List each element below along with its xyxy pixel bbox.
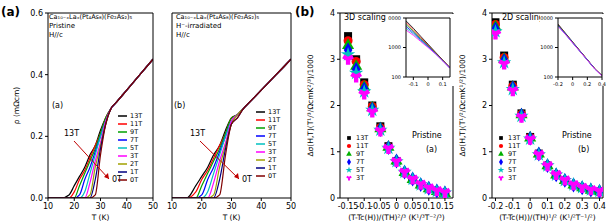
svg-text:1: 1 bbox=[330, 148, 335, 157]
svg-text:(T-Tc(H))/(TH)¹/² (K¹/²T⁻¹/²): (T-Tc(H))/(TH)¹/² (K¹/²T⁻¹/²) bbox=[499, 213, 596, 222]
svg-text:3: 3 bbox=[330, 55, 335, 64]
svg-text:50: 50 bbox=[286, 202, 296, 211]
svg-text:-0.1: -0.1 bbox=[408, 81, 418, 86]
svg-text:30: 30 bbox=[95, 202, 105, 211]
svg-text:10: 10 bbox=[43, 202, 53, 211]
svg-text:ρ (mΩcm): ρ (mΩcm) bbox=[12, 87, 21, 125]
svg-text:0.2: 0.2 bbox=[30, 132, 43, 141]
svg-text:1000: 1000 bbox=[540, 44, 553, 50]
svg-text:0.1: 0.1 bbox=[422, 202, 435, 211]
svg-text:20: 20 bbox=[197, 202, 207, 211]
svg-text:0.4: 0.4 bbox=[598, 81, 602, 86]
svg-text:0: 0 bbox=[330, 194, 335, 203]
svg-text:T (K): T (K) bbox=[222, 213, 241, 222]
svg-text:4: 4 bbox=[482, 9, 487, 18]
svg-text:(T-Tc(H))/(TH)²/³ (K¹/³T⁻²/³): (T-Tc(H))/(TH)²/³ (K¹/³T⁻²/³) bbox=[348, 213, 445, 222]
svg-text:0.1: 0.1 bbox=[541, 202, 554, 211]
svg-text:0: 0 bbox=[571, 81, 574, 86]
svg-text:50: 50 bbox=[148, 202, 158, 211]
svg-text:0.2: 0.2 bbox=[583, 81, 591, 86]
svg-text:10000: 10000 bbox=[388, 15, 401, 21]
svg-text:-0.2: -0.2 bbox=[488, 202, 504, 211]
svg-text:Δσ(H,T)(T¹/³/ΩcmK²/³)/1000: Δσ(H,T)(T¹/³/ΩcmK²/³)/1000 bbox=[306, 54, 315, 156]
svg-text:100: 100 bbox=[391, 74, 401, 80]
svg-text:-0.2: -0.2 bbox=[553, 81, 563, 86]
svg-text:100: 100 bbox=[543, 74, 553, 80]
svg-text:0.05: 0.05 bbox=[404, 202, 422, 211]
svg-text:0.3: 0.3 bbox=[576, 202, 589, 211]
svg-text:20: 20 bbox=[69, 202, 79, 211]
svg-text:-0.05: -0.05 bbox=[370, 202, 391, 211]
svg-text:1000: 1000 bbox=[388, 44, 401, 50]
svg-text:0: 0 bbox=[426, 81, 429, 86]
svg-text:0: 0 bbox=[394, 202, 399, 211]
svg-text:0.4: 0.4 bbox=[593, 202, 602, 211]
svg-text:2: 2 bbox=[330, 101, 335, 110]
svg-text:0.15: 0.15 bbox=[436, 202, 454, 211]
svg-text:0.0: 0.0 bbox=[30, 194, 43, 203]
svg-text:40: 40 bbox=[122, 202, 132, 211]
svg-text:0: 0 bbox=[482, 194, 487, 203]
svg-text:-0.1: -0.1 bbox=[505, 202, 521, 211]
svg-text:0.2: 0.2 bbox=[558, 202, 571, 211]
svg-text:1: 1 bbox=[482, 148, 487, 157]
svg-text:0.1: 0.1 bbox=[439, 81, 447, 86]
svg-text:T (K): T (K) bbox=[91, 213, 110, 222]
svg-text:-0.15: -0.15 bbox=[338, 202, 359, 211]
svg-text:0: 0 bbox=[528, 202, 533, 211]
svg-text:0.4: 0.4 bbox=[30, 71, 43, 80]
svg-text:2: 2 bbox=[482, 101, 487, 110]
svg-text:40: 40 bbox=[256, 202, 266, 211]
svg-text:0.6: 0.6 bbox=[30, 9, 43, 18]
svg-text:Δσ(H,T)(T¹/²/ΩcmK¹/²)/1000: Δσ(H,T)(T¹/²/ΩcmK¹/²)/1000 bbox=[458, 54, 467, 156]
svg-text:30: 30 bbox=[226, 202, 236, 211]
svg-text:10: 10 bbox=[167, 202, 177, 211]
svg-text:4: 4 bbox=[330, 9, 335, 18]
svg-text:3: 3 bbox=[482, 55, 487, 64]
svg-text:10000: 10000 bbox=[540, 15, 553, 21]
